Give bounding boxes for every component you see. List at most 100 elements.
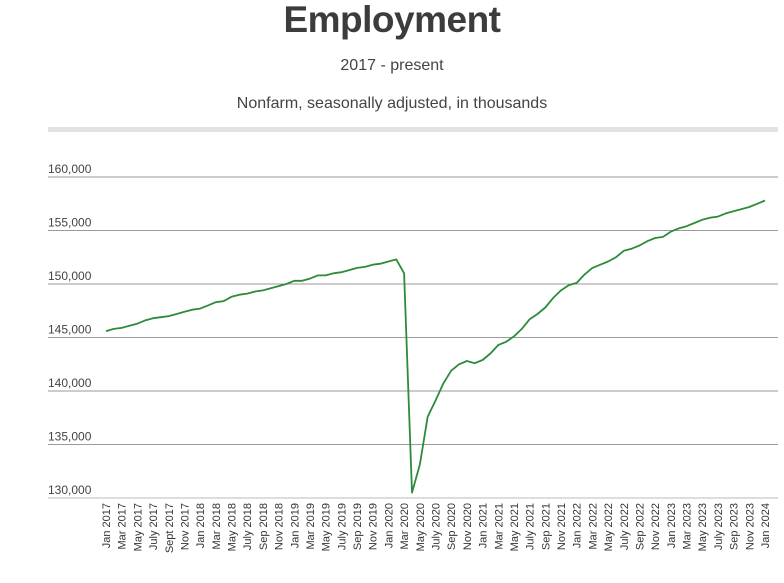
data-point	[748, 206, 750, 208]
x-tick-label: May 2021	[509, 503, 521, 551]
data-point	[246, 293, 248, 295]
data-point	[584, 273, 586, 275]
data-point	[544, 307, 546, 309]
data-point	[482, 359, 484, 361]
chart-subtitle: 2017 - present	[340, 57, 444, 74]
y-tick-label: 160,000	[48, 162, 92, 176]
x-tick-label: Nov 2019	[368, 503, 380, 550]
x-tick-label: Jan 2020	[383, 503, 395, 548]
y-tick-label: 155,000	[48, 216, 92, 230]
data-point	[513, 335, 515, 337]
chart-title: Employment	[283, 0, 501, 40]
x-tick-label: Mar 2017	[117, 503, 129, 549]
data-point	[505, 341, 507, 343]
x-tick-label: Jan 2017	[101, 503, 113, 548]
x-tick-label: Nov 2020	[462, 503, 474, 550]
data-point	[576, 282, 578, 284]
x-tick-label: Mar 2021	[493, 503, 505, 549]
data-point	[207, 304, 209, 306]
data-point	[442, 383, 444, 385]
data-point	[191, 309, 193, 311]
data-point	[764, 200, 766, 202]
data-point	[348, 269, 350, 271]
data-point	[184, 311, 186, 313]
x-tick-label: May 2023	[697, 503, 709, 551]
data-point	[591, 267, 593, 269]
y-tick-label: 130,000	[48, 483, 92, 497]
x-tick-label: Mar 2019	[305, 503, 317, 549]
data-point	[176, 313, 178, 315]
data-point	[427, 416, 429, 418]
x-tick-label: May 2020	[415, 503, 427, 551]
data-point	[607, 261, 609, 263]
x-tick-label: Sep 2022	[634, 503, 646, 550]
data-point	[333, 272, 335, 274]
data-point	[199, 308, 201, 310]
x-tick-label: July 2017	[148, 503, 160, 550]
x-tick-label: May 2019	[321, 503, 333, 551]
data-point	[317, 274, 319, 276]
x-tick-label: Sept 2017	[164, 503, 176, 553]
data-point	[521, 328, 523, 330]
data-point	[615, 256, 617, 258]
data-point	[639, 245, 641, 247]
data-point	[741, 208, 743, 210]
data-point	[293, 280, 295, 282]
x-tick-label: Sep 2023	[729, 503, 741, 550]
data-point	[599, 264, 601, 266]
data-point	[364, 266, 366, 268]
data-point	[387, 261, 389, 263]
x-tick-label: July 2020	[431, 503, 443, 550]
data-point	[403, 272, 405, 274]
x-tick-label: July 2022	[619, 503, 631, 550]
data-point	[686, 225, 688, 227]
data-point	[136, 323, 138, 325]
data-point	[372, 264, 374, 266]
y-tick-label: 145,000	[48, 323, 92, 337]
data-point	[285, 283, 287, 285]
x-tick-label: Mar 2020	[399, 503, 411, 549]
x-tick-label: May 2018	[227, 503, 239, 551]
data-point	[152, 317, 154, 319]
y-tick-label: 150,000	[48, 269, 92, 283]
data-point	[325, 274, 327, 276]
data-point	[450, 370, 452, 372]
data-point	[646, 240, 648, 242]
data-point	[223, 300, 225, 302]
employment-series-line	[105, 199, 766, 494]
data-point	[474, 362, 476, 364]
data-point	[725, 212, 727, 214]
data-point	[537, 313, 539, 315]
data-point	[168, 315, 170, 317]
x-tick-label: July 2021	[525, 503, 537, 550]
x-tick-label: Sep 2020	[446, 503, 458, 550]
data-point	[756, 203, 758, 205]
x-tick-label: Nov 2021	[556, 503, 568, 550]
data-point	[466, 360, 468, 362]
data-point	[411, 492, 413, 494]
data-point	[435, 400, 437, 402]
x-tick-label: Jan 2019	[289, 503, 301, 548]
data-point	[270, 287, 272, 289]
x-tick-label: July 2018	[242, 503, 254, 550]
data-point	[419, 464, 421, 466]
x-tick-label: Sep 2021	[540, 503, 552, 550]
x-tick-label: Jan 2024	[760, 503, 772, 548]
data-point	[113, 328, 115, 330]
data-point	[340, 271, 342, 273]
x-tick-label: Nov 2022	[650, 503, 662, 550]
chart-description: Nonfarm, seasonally adjusted, in thousan…	[236, 95, 548, 112]
data-point	[278, 285, 280, 287]
data-point	[678, 227, 680, 229]
data-point	[395, 258, 397, 260]
data-point	[144, 319, 146, 321]
x-tick-label: Jan 2018	[195, 503, 207, 548]
data-point	[654, 237, 656, 239]
y-tick-label: 140,000	[48, 376, 92, 390]
data-point	[301, 280, 303, 282]
x-tick-label: Jan 2023	[666, 503, 678, 548]
data-point	[662, 236, 664, 238]
data-point	[560, 289, 562, 291]
data-point	[309, 278, 311, 280]
